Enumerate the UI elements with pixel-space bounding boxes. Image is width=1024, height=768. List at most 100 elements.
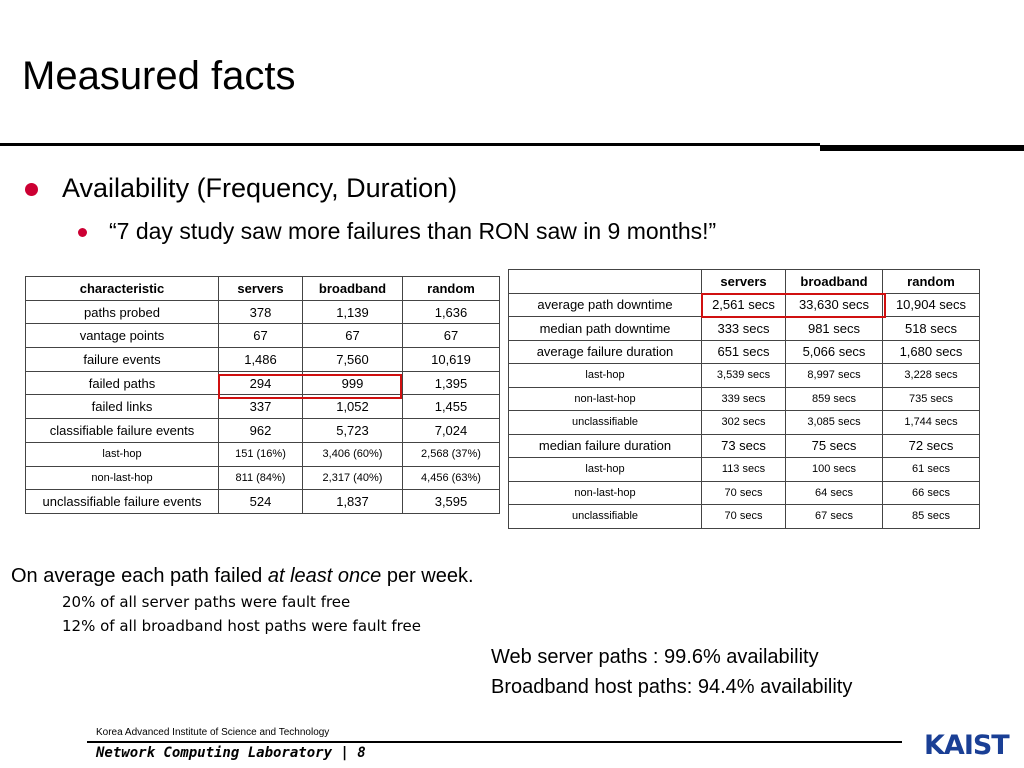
- row-label: median path downtime: [508, 316, 702, 341]
- table-cell: 75 secs: [785, 433, 883, 458]
- table-header-row: characteristic servers broadband random: [25, 276, 500, 301]
- row-label: last-hop: [508, 457, 702, 482]
- table-header-cell: servers: [701, 269, 786, 294]
- table-cell: 7,024: [402, 418, 500, 443]
- table-row: unclassifiable 302 secs 3,085 secs 1,744 se…: [508, 410, 980, 435]
- title-divider: [0, 143, 820, 146]
- table-cell: 3,085 secs: [785, 410, 883, 435]
- bullet-level2-text: “7 day study saw more failures than RON …: [109, 218, 717, 244]
- table-cell: 113 secs: [701, 457, 786, 482]
- row-label: last-hop: [508, 363, 702, 388]
- summary-emphasis: at least once: [267, 565, 382, 587]
- table-cell: 100 secs: [785, 457, 883, 482]
- table-cell: 811 (84%): [218, 465, 303, 491]
- row-label: failed links: [25, 394, 219, 420]
- table-row: failed links 337 1,052 1,455: [25, 394, 500, 420]
- bullet-level2: “7 day study saw more failures than RON …: [78, 217, 716, 245]
- table-cell: 33,630 secs: [785, 292, 883, 317]
- table-cell: 1,680 secs: [882, 339, 980, 364]
- summary-line: On average each path failed at least onc…: [11, 564, 474, 588]
- table-row: unclassifiable 70 secs 67 secs 85 secs: [508, 504, 980, 529]
- footer-divider: [87, 741, 902, 743]
- row-label: average path downtime: [508, 292, 702, 317]
- table-cell: 1,636: [402, 299, 500, 325]
- table-row: non-last-hop 70 secs 64 secs 66 secs: [508, 480, 980, 505]
- table-row: last-hop 151 (16%) 3,406 (60%) 2,568 (37%): [25, 441, 500, 467]
- broadband-availability-note: Broadband host paths: 94.4% availability: [491, 676, 853, 698]
- bullet-dot-icon: [78, 227, 87, 237]
- table-cell: 1,486: [218, 347, 303, 372]
- row-label: non-last-hop: [508, 386, 702, 411]
- summary-suffix: per week.: [381, 565, 474, 587]
- table-cell: 3,539 secs: [701, 363, 786, 388]
- downtime-duration-table: servers broadband random average path do…: [508, 269, 980, 529]
- table-cell: 72 secs: [882, 433, 980, 458]
- table-cell: 151 (16%): [218, 441, 303, 467]
- server-fault-free-note: 20% of all server paths were fault free: [62, 593, 351, 611]
- table-cell: 2,568 (37%): [402, 441, 500, 467]
- broadband-fault-free-note: 12% of all broadband host paths were fau…: [62, 617, 421, 635]
- table-cell: 1,395: [402, 370, 500, 396]
- table-row: average path downtime 2,561 secs 33,630 se…: [508, 292, 980, 317]
- table-cell: 67: [402, 323, 500, 349]
- table-cell: 735 secs: [882, 386, 980, 411]
- table-header-cell: random: [882, 269, 980, 294]
- row-label: failure events: [25, 347, 219, 372]
- row-label: median failure duration: [508, 433, 702, 458]
- bullet-dot-icon: [25, 182, 38, 196]
- table-cell: 333 secs: [701, 316, 786, 341]
- table-cell: 10,619: [402, 347, 500, 372]
- table-row: classifiable failure events 962 5,723 7,024: [25, 418, 500, 443]
- slide-title: Measured facts: [22, 54, 296, 98]
- row-label: unclassifiable: [508, 504, 702, 529]
- table-cell: 8,997 secs: [785, 363, 883, 388]
- table-cell: 339 secs: [701, 386, 786, 411]
- row-label: non-last-hop: [508, 480, 702, 505]
- table-cell: 859 secs: [785, 386, 883, 411]
- table-header-cell: broadband: [785, 269, 883, 294]
- table-cell: 3,406 (60%): [302, 441, 403, 467]
- table-cell: 524: [218, 489, 303, 514]
- row-label: paths probed: [25, 299, 219, 325]
- table-cell: 64 secs: [785, 480, 883, 505]
- table-header-cell: [508, 269, 702, 294]
- table-header-row: servers broadband random: [508, 269, 980, 294]
- table-cell: 67: [218, 323, 303, 349]
- table-row: last-hop 113 secs 100 secs 61 secs: [508, 457, 980, 482]
- table-row: median failure duration 73 secs 75 secs 72 …: [508, 433, 980, 458]
- path-downtime-highlight-box: [701, 293, 886, 318]
- title-divider-accent: [820, 145, 1024, 151]
- table-row: vantage points 67 67 67: [25, 323, 500, 349]
- table-cell: 651 secs: [701, 339, 786, 364]
- table-row: non-last-hop 339 secs 859 secs 735 secs: [508, 386, 980, 411]
- row-label: classifiable failure events: [25, 418, 219, 443]
- table-header-cell: characteristic: [25, 276, 219, 301]
- row-label: vantage points: [25, 323, 219, 349]
- table-cell: 70 secs: [701, 504, 786, 529]
- table-cell: 73 secs: [701, 433, 786, 458]
- table-cell: 1,837: [302, 489, 403, 514]
- failed-paths-highlight-box: [218, 374, 402, 399]
- row-label: unclassifiable: [508, 410, 702, 435]
- table-cell: 1,744 secs: [882, 410, 980, 435]
- summary-prefix: On average each path failed: [11, 565, 268, 587]
- row-label: failed paths: [25, 370, 219, 396]
- failure-characteristics-table: characteristic servers broadband random …: [25, 276, 500, 514]
- table-row: last-hop 3,539 secs 8,997 secs 3,228 secs: [508, 363, 980, 388]
- table-cell: 3,228 secs: [882, 363, 980, 388]
- table-cell: 378: [218, 299, 303, 325]
- table-cell: 10,904 secs: [882, 292, 980, 317]
- table-cell: 67 secs: [785, 504, 883, 529]
- table-cell: 4,456 (63%): [402, 465, 500, 491]
- table-cell: 1,139: [302, 299, 403, 325]
- table-cell: 1,455: [402, 394, 500, 420]
- bullet-level1: Availability (Frequency, Duration): [25, 172, 457, 204]
- table-row: average failure duration 651 secs 5,066 se…: [508, 339, 980, 364]
- table-header-cell: random: [402, 276, 500, 301]
- table-cell: 70 secs: [701, 480, 786, 505]
- table-row: non-last-hop 811 (84%) 2,317 (40%) 4,456 (6…: [25, 465, 500, 491]
- table-cell: 962: [218, 418, 303, 443]
- footer-institute: Korea Advanced Institute of Science and …: [96, 727, 330, 738]
- table-cell: 981 secs: [785, 316, 883, 341]
- table-row: paths probed 378 1,139 1,636: [25, 299, 500, 325]
